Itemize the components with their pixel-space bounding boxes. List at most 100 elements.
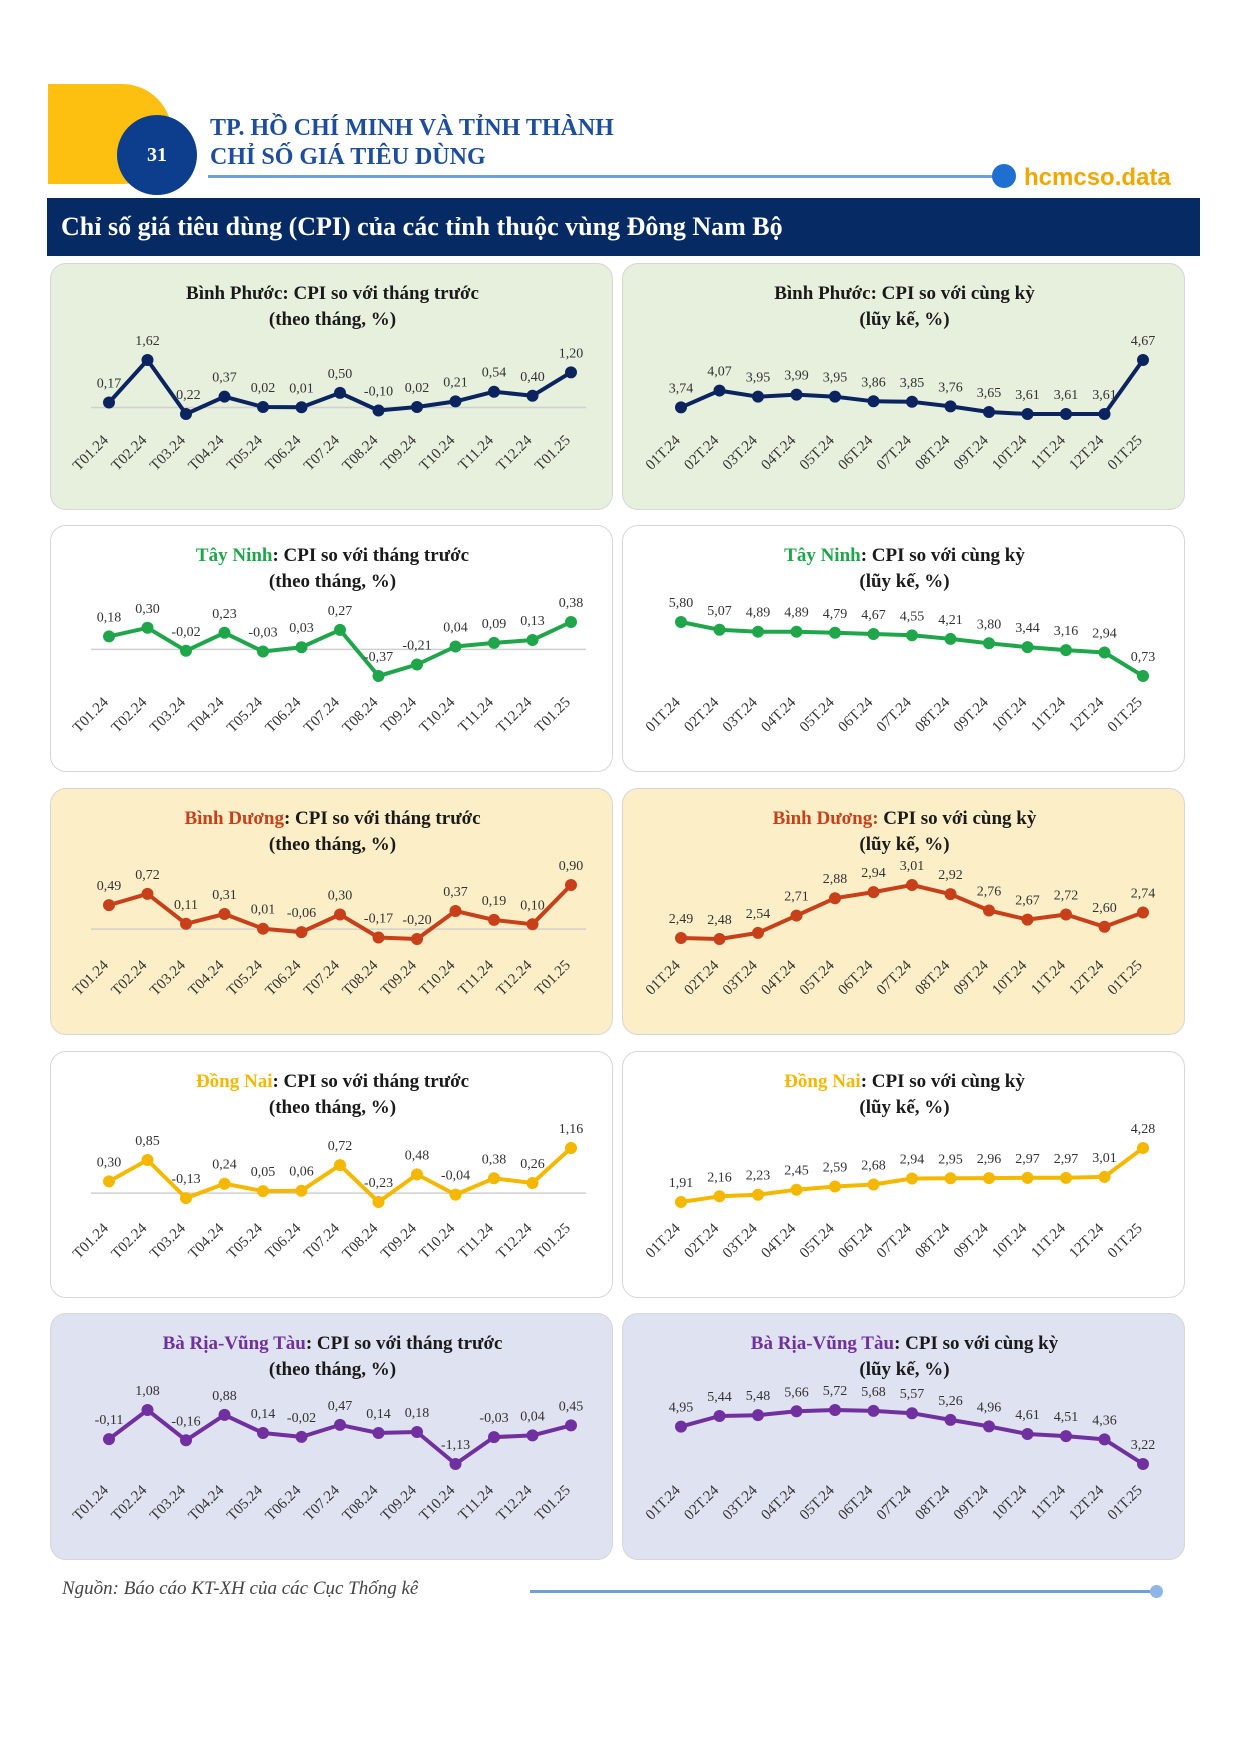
data-label: 0,85 bbox=[135, 1134, 160, 1149]
data-point bbox=[257, 922, 269, 935]
chart-title-metric: : CPI so với tháng trước bbox=[272, 545, 469, 566]
data-point bbox=[372, 404, 385, 417]
data-label: 2,94 bbox=[900, 1153, 925, 1168]
data-label: 0,05 bbox=[251, 1165, 276, 1180]
data-point bbox=[1060, 408, 1072, 420]
x-tick-label: T01.25 bbox=[532, 1221, 574, 1263]
data-point bbox=[752, 1188, 764, 1201]
data-label: 1,20 bbox=[559, 346, 584, 361]
data-label: 2,72 bbox=[1054, 889, 1079, 904]
data-point bbox=[526, 389, 539, 402]
data-point bbox=[675, 616, 687, 628]
data-label: 5,26 bbox=[938, 1394, 963, 1409]
data-point bbox=[141, 887, 154, 900]
x-tick-label: T07.24 bbox=[301, 1220, 343, 1262]
chart-title-province: Tây Ninh bbox=[196, 545, 273, 566]
x-tick-label: 12T.24 bbox=[1066, 432, 1107, 473]
data-label: 5,80 bbox=[669, 596, 694, 611]
data-label: 0,30 bbox=[135, 602, 160, 617]
chart-subtitle: (lũy kế, %) bbox=[859, 1359, 949, 1380]
data-point bbox=[867, 886, 880, 899]
x-tick-label: T06.24 bbox=[263, 432, 305, 474]
chart-title-province: Tây Ninh bbox=[784, 545, 861, 566]
data-label: 3,61 bbox=[1015, 388, 1040, 403]
x-tick-label: T01.24 bbox=[70, 957, 112, 999]
data-label: 0,88 bbox=[212, 1389, 237, 1404]
data-point bbox=[334, 1418, 346, 1431]
data-point bbox=[906, 395, 918, 408]
data-label: 2,71 bbox=[784, 890, 809, 905]
data-point bbox=[411, 400, 423, 413]
chart-panel: Đồng Nai: CPI so với cùng kỳ (lũy kế, %) 1… bbox=[622, 1051, 1185, 1298]
data-label: 2,76 bbox=[977, 884, 1002, 899]
chart-title-metric: : CPI so với tháng trước bbox=[306, 1333, 503, 1354]
x-tick-label: T09.24 bbox=[378, 1220, 420, 1262]
chart-title: Bình Dương: CPI so với tháng trước bbox=[184, 808, 480, 829]
chart-panel: Bình Phước: CPI so với cùng kỳ (lũy kế, %… bbox=[622, 263, 1185, 510]
data-label: 4,95 bbox=[669, 1401, 694, 1416]
data-label: 4,89 bbox=[746, 606, 771, 621]
data-point bbox=[829, 390, 841, 403]
data-label: 2,74 bbox=[1131, 887, 1156, 902]
x-tick-label: T12.24 bbox=[494, 694, 536, 736]
chart-subtitle: (theo tháng, %) bbox=[269, 1359, 396, 1380]
data-point bbox=[449, 395, 462, 408]
data-label: 3,01 bbox=[900, 859, 925, 874]
data-label: -0,04 bbox=[441, 1169, 470, 1184]
data-point bbox=[713, 1410, 726, 1423]
x-tick-label: T10.24 bbox=[417, 957, 459, 999]
chart-title-province: Bà Rịa-Vũng Tàu bbox=[751, 1333, 895, 1354]
chart-title-metric: : CPI so với cùng kỳ bbox=[861, 1071, 1026, 1092]
data-point bbox=[334, 386, 346, 399]
header-divider bbox=[208, 175, 998, 178]
data-label: 2,95 bbox=[938, 1152, 963, 1167]
x-tick-label: T04.24 bbox=[186, 957, 228, 999]
data-point bbox=[752, 926, 764, 939]
data-point bbox=[141, 354, 154, 366]
x-tick-label: 05T.24 bbox=[797, 1482, 838, 1523]
x-tick-label: 01T.24 bbox=[643, 957, 684, 998]
data-label: 0,04 bbox=[520, 1409, 545, 1424]
x-tick-label: T11.24 bbox=[456, 694, 498, 736]
data-point bbox=[1021, 1427, 1034, 1440]
data-point bbox=[565, 366, 577, 379]
x-tick-label: T09.24 bbox=[378, 694, 420, 736]
x-tick-label: T12.24 bbox=[494, 1482, 536, 1524]
data-point bbox=[752, 390, 764, 403]
line-chart: Tây Ninh: CPI so với tháng trước (theo th… bbox=[70, 545, 586, 737]
data-label: 0,04 bbox=[443, 620, 468, 635]
data-point bbox=[1098, 408, 1111, 420]
data-point bbox=[141, 621, 154, 634]
chart-title: Bà Rịa-Vũng Tàu: CPI so với cùng kỳ bbox=[751, 1333, 1059, 1354]
data-label: 4,36 bbox=[1092, 1413, 1117, 1428]
data-point bbox=[867, 1178, 880, 1191]
x-tick-label: T01.25 bbox=[532, 695, 574, 737]
data-point bbox=[141, 1404, 154, 1416]
data-label: 0,73 bbox=[1131, 650, 1156, 665]
data-point bbox=[906, 1172, 918, 1185]
data-label: 2,88 bbox=[823, 872, 848, 887]
data-label: 4,51 bbox=[1054, 1410, 1079, 1425]
data-point bbox=[372, 1196, 385, 1208]
data-label: 2,54 bbox=[746, 907, 771, 922]
data-point bbox=[983, 1172, 995, 1185]
x-tick-label: T01.24 bbox=[70, 694, 112, 736]
data-point bbox=[752, 1409, 764, 1422]
x-tick-label: 04T.24 bbox=[758, 694, 799, 735]
data-label: 2,59 bbox=[823, 1161, 848, 1176]
data-label: 0,40 bbox=[520, 370, 545, 385]
data-label: 3,16 bbox=[1054, 624, 1079, 639]
data-label: 0,30 bbox=[328, 888, 353, 903]
x-tick-label: T06.24 bbox=[263, 1482, 305, 1524]
x-tick-label: T01.24 bbox=[70, 1482, 112, 1524]
x-tick-label: 08T.24 bbox=[912, 1482, 953, 1523]
data-point bbox=[449, 640, 462, 653]
x-tick-label: T11.24 bbox=[456, 957, 498, 999]
data-point bbox=[449, 1458, 462, 1470]
data-label: 0,11 bbox=[174, 898, 198, 913]
data-label: 2,94 bbox=[861, 866, 886, 881]
x-tick-label: T09.24 bbox=[378, 1482, 420, 1524]
chart-panel: Đồng Nai: CPI so với tháng trước (theo th… bbox=[50, 1051, 613, 1298]
data-point bbox=[295, 1184, 308, 1197]
x-tick-label: T03.24 bbox=[147, 432, 189, 474]
